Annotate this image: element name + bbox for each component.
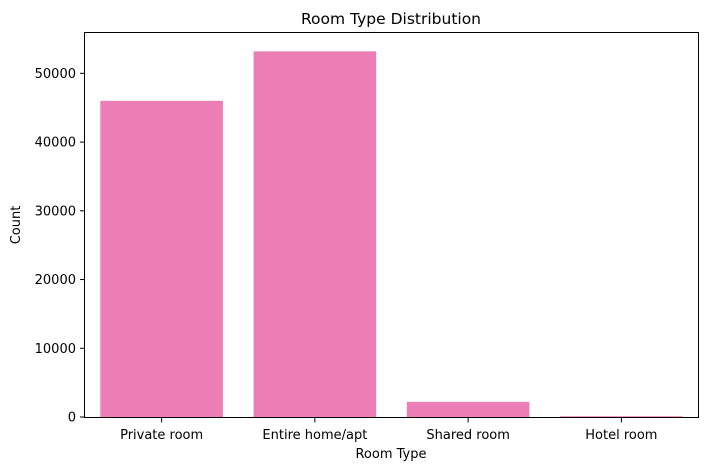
y-tick-label: 20000: [35, 273, 76, 288]
x-tick-label: Shared room: [426, 428, 510, 443]
y-tick-label: 50000: [35, 67, 76, 82]
x-axis: Private room Entire home/apt Shared room Ho…: [120, 417, 657, 443]
y-tick-label: 40000: [35, 136, 76, 151]
bar-private-room: [100, 100, 223, 417]
plot-frame: [84, 32, 699, 418]
y-tick-label: 10000: [35, 342, 76, 357]
y-axis-label: Count: [9, 206, 24, 245]
bar-entire-home-apt: [253, 51, 377, 417]
y-tick-label: 0: [68, 411, 76, 426]
bar-hotel-room: [560, 416, 683, 417]
bar-shared-room: [406, 401, 530, 417]
bars-group: [100, 51, 683, 417]
x-tick-label: Private room: [120, 428, 203, 443]
x-tick-label: Hotel room: [585, 428, 657, 443]
y-axis: 0 10000 20000 30000 40000 50000: [35, 67, 85, 426]
y-tick-label: 30000: [35, 204, 76, 219]
x-tick-label: Entire home/apt: [262, 428, 367, 443]
x-axis-label: Room Type: [355, 447, 426, 462]
chart-title: Room Type Distribution: [301, 10, 481, 28]
